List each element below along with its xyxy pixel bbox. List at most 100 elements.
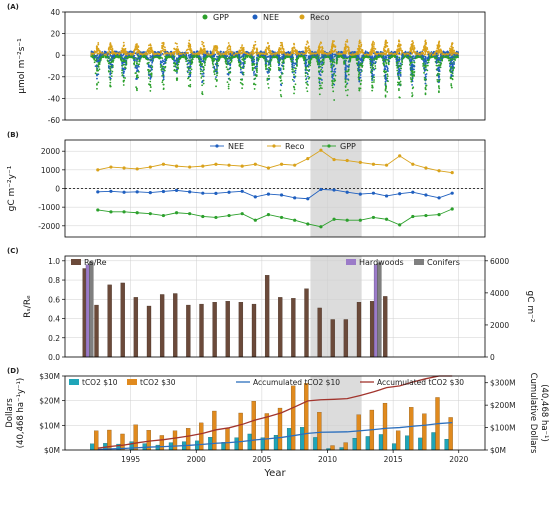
gpp-point bbox=[128, 56, 130, 58]
reco-point bbox=[228, 42, 230, 44]
gpp-point bbox=[316, 57, 318, 59]
gpp-point bbox=[99, 63, 101, 65]
reco-point bbox=[306, 43, 308, 45]
nee-point bbox=[204, 55, 206, 57]
nee-point bbox=[306, 65, 308, 67]
reco-point bbox=[176, 46, 178, 48]
reco-point bbox=[137, 51, 139, 53]
nee-point bbox=[280, 71, 282, 73]
gpp-point bbox=[117, 56, 119, 58]
reco-point bbox=[166, 52, 168, 54]
reco-point bbox=[124, 52, 126, 54]
nee-point bbox=[292, 63, 294, 65]
nee-point bbox=[217, 65, 219, 67]
gpp-point bbox=[246, 55, 248, 57]
reco-point bbox=[123, 44, 125, 46]
reco-point bbox=[318, 49, 320, 51]
nee-point bbox=[99, 56, 101, 58]
gpp-point bbox=[203, 58, 205, 60]
gpp-point bbox=[293, 87, 295, 89]
reco-point bbox=[128, 53, 130, 55]
nee-point bbox=[123, 75, 125, 77]
nee-point bbox=[295, 63, 297, 65]
nee-point bbox=[215, 76, 217, 78]
reco-point bbox=[205, 52, 207, 54]
gpp-point bbox=[196, 54, 198, 56]
reco-point bbox=[257, 52, 259, 54]
gpp-point bbox=[256, 64, 258, 66]
reco-point bbox=[268, 47, 270, 49]
nee-point bbox=[187, 63, 189, 65]
gpp-point bbox=[204, 64, 206, 66]
nee-point bbox=[199, 55, 201, 57]
reco-point bbox=[250, 52, 252, 54]
reco-point bbox=[117, 52, 119, 54]
reco-point bbox=[265, 51, 267, 53]
nee-point bbox=[161, 70, 163, 72]
reco-point bbox=[188, 42, 190, 44]
nee-point bbox=[109, 51, 111, 53]
nee-point bbox=[295, 72, 297, 74]
nee-point bbox=[93, 54, 95, 56]
gpp-point bbox=[109, 67, 111, 69]
reco-point bbox=[246, 52, 248, 54]
nee-point bbox=[305, 60, 307, 62]
shade-period-0 bbox=[310, 12, 361, 120]
nee-point bbox=[278, 56, 280, 58]
gpp-point bbox=[176, 77, 178, 79]
gpp-point bbox=[252, 64, 254, 66]
nee-point bbox=[108, 66, 110, 68]
gpp-point bbox=[250, 55, 252, 57]
reco-point bbox=[314, 53, 316, 55]
reco-point bbox=[126, 53, 128, 55]
reco-point bbox=[229, 46, 231, 48]
nee-point bbox=[321, 61, 323, 63]
nee-point bbox=[121, 63, 123, 65]
gpp-point bbox=[123, 64, 125, 66]
gpp-point bbox=[306, 90, 308, 92]
reco-point bbox=[93, 53, 95, 55]
gpp-point bbox=[228, 86, 230, 88]
nee-point bbox=[216, 58, 218, 60]
nee-point bbox=[233, 52, 235, 54]
gpp-point bbox=[320, 78, 322, 80]
reco-point bbox=[199, 50, 201, 52]
gpp-point bbox=[173, 69, 175, 71]
gpp-point bbox=[241, 87, 243, 89]
gpp-point bbox=[200, 77, 202, 79]
gpp-point bbox=[203, 69, 205, 71]
nee-point bbox=[318, 60, 320, 62]
reco-point bbox=[283, 51, 285, 53]
gpp-point bbox=[108, 71, 110, 73]
gpp-point bbox=[121, 72, 123, 74]
nee-point bbox=[151, 60, 153, 62]
reco-point bbox=[151, 50, 153, 52]
gpp-point bbox=[306, 87, 308, 89]
nee-point bbox=[280, 83, 282, 85]
gpp-point bbox=[216, 63, 218, 65]
reco-point bbox=[296, 52, 298, 54]
gpp-point bbox=[216, 80, 218, 82]
reco-point bbox=[204, 50, 206, 52]
nee-point bbox=[147, 57, 149, 59]
gpp-point bbox=[176, 71, 178, 73]
gpp-point bbox=[280, 79, 282, 81]
reco-point bbox=[150, 45, 152, 47]
nee-point bbox=[189, 65, 191, 67]
gpp-point bbox=[269, 59, 271, 61]
scatter-points-a bbox=[90, 39, 459, 101]
nee-point bbox=[177, 60, 179, 62]
nee-point bbox=[291, 54, 293, 56]
reco-point bbox=[319, 43, 321, 45]
gpp-point bbox=[172, 58, 174, 60]
reco-point bbox=[134, 49, 136, 51]
reco-point bbox=[203, 51, 205, 53]
reco-point bbox=[158, 53, 160, 55]
reco-point bbox=[121, 50, 123, 52]
reco-point bbox=[280, 52, 282, 54]
gpp-point bbox=[308, 60, 310, 62]
gpp-point bbox=[123, 84, 125, 86]
nee-point bbox=[96, 74, 98, 76]
nee-point bbox=[252, 60, 254, 62]
